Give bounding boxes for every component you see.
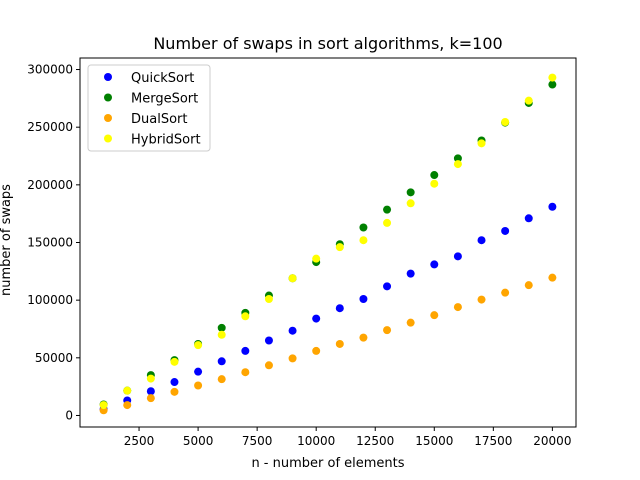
data-point bbox=[312, 346, 321, 355]
data-point bbox=[335, 339, 344, 348]
x-tick-label: 5000 bbox=[183, 434, 214, 448]
y-tick-label: 200000 bbox=[27, 178, 73, 192]
data-point bbox=[217, 330, 226, 339]
data-point bbox=[548, 273, 557, 282]
data-point bbox=[288, 354, 297, 363]
legend-label: DualSort bbox=[131, 112, 187, 127]
data-point bbox=[146, 387, 155, 396]
data-point bbox=[383, 205, 392, 214]
data-point bbox=[312, 314, 321, 323]
data-point bbox=[383, 326, 392, 335]
series-hybridsort bbox=[99, 73, 557, 410]
data-point bbox=[406, 199, 415, 208]
data-point bbox=[383, 218, 392, 227]
data-point bbox=[264, 295, 273, 304]
legend-marker bbox=[104, 134, 112, 143]
y-tick-label: 100000 bbox=[27, 293, 73, 307]
data-point bbox=[359, 236, 368, 245]
legend-box bbox=[87, 64, 211, 152]
legend-label: MergeSort bbox=[131, 92, 198, 107]
data-point bbox=[241, 312, 250, 321]
data-point bbox=[335, 304, 344, 313]
x-tick-label: 2500 bbox=[124, 434, 155, 448]
data-point bbox=[146, 374, 155, 383]
data-point bbox=[453, 303, 462, 312]
data-point bbox=[453, 252, 462, 261]
data-point bbox=[406, 318, 415, 327]
data-point bbox=[170, 357, 179, 366]
data-point bbox=[264, 361, 273, 370]
data-point bbox=[524, 96, 533, 105]
data-point bbox=[217, 375, 226, 384]
data-point bbox=[359, 223, 368, 232]
axis-ticks: 2500 5000 7500 10000 12500 15000 17500 20000050… bbox=[27, 63, 571, 448]
legend-label: HybridSort bbox=[131, 133, 201, 148]
data-point bbox=[524, 214, 533, 223]
data-point bbox=[335, 243, 344, 252]
data-point bbox=[477, 236, 486, 245]
data-point bbox=[241, 368, 250, 377]
legend: QuickSort MergeSort DualSort HybridSort bbox=[87, 64, 211, 152]
data-point bbox=[146, 394, 155, 403]
data-point bbox=[217, 323, 226, 332]
data-point bbox=[430, 171, 439, 180]
data-point bbox=[477, 295, 486, 304]
data-point bbox=[99, 401, 108, 410]
data-point bbox=[548, 202, 557, 211]
data-point bbox=[123, 401, 132, 410]
data-point bbox=[453, 154, 462, 163]
data-point bbox=[430, 311, 439, 320]
data-point bbox=[453, 160, 462, 169]
y-tick-label: 0 bbox=[65, 408, 73, 422]
data-point bbox=[501, 288, 510, 297]
data-point bbox=[406, 269, 415, 278]
legend-label: QuickSort bbox=[131, 71, 194, 86]
data-point bbox=[430, 260, 439, 269]
x-tick-label: 20000 bbox=[533, 434, 571, 448]
data-point bbox=[194, 341, 203, 350]
data-point bbox=[524, 281, 533, 290]
chart-title: Number of swaps in sort algorithms, k=10… bbox=[153, 34, 502, 53]
series-dualsort bbox=[99, 273, 557, 415]
data-point bbox=[217, 357, 226, 366]
data-point bbox=[264, 336, 273, 345]
x-tick-label: 17500 bbox=[474, 434, 512, 448]
data-points bbox=[99, 73, 557, 415]
data-point bbox=[288, 326, 297, 335]
y-tick-label: 50000 bbox=[35, 351, 73, 365]
data-point bbox=[194, 381, 203, 390]
data-point bbox=[123, 386, 132, 395]
data-point bbox=[312, 254, 321, 263]
data-point bbox=[288, 274, 297, 283]
legend-marker bbox=[104, 73, 112, 81]
data-point bbox=[477, 139, 486, 148]
data-point bbox=[501, 117, 510, 126]
legend-marker bbox=[104, 93, 112, 102]
x-axis-label: n - number of elements bbox=[251, 456, 404, 471]
data-point bbox=[359, 333, 368, 342]
data-point bbox=[170, 378, 179, 387]
data-point bbox=[406, 188, 415, 197]
data-point bbox=[383, 282, 392, 291]
data-point bbox=[548, 80, 557, 89]
plot-frame bbox=[79, 57, 577, 428]
y-axis-label: number of swaps bbox=[0, 184, 14, 296]
x-tick-label: 10000 bbox=[297, 434, 335, 448]
x-tick-label: 12500 bbox=[356, 434, 394, 448]
data-point bbox=[194, 367, 203, 376]
data-point bbox=[548, 73, 557, 82]
data-point bbox=[430, 179, 439, 188]
x-tick-label: 7500 bbox=[242, 434, 273, 448]
data-point bbox=[170, 387, 179, 396]
data-point bbox=[359, 295, 368, 304]
y-tick-label: 250000 bbox=[27, 120, 73, 134]
y-tick-label: 300000 bbox=[27, 63, 73, 77]
data-point bbox=[501, 226, 510, 235]
data-point bbox=[241, 346, 250, 355]
x-tick-label: 15000 bbox=[415, 434, 453, 448]
y-tick-label: 150000 bbox=[27, 236, 73, 250]
legend-marker bbox=[104, 114, 112, 122]
